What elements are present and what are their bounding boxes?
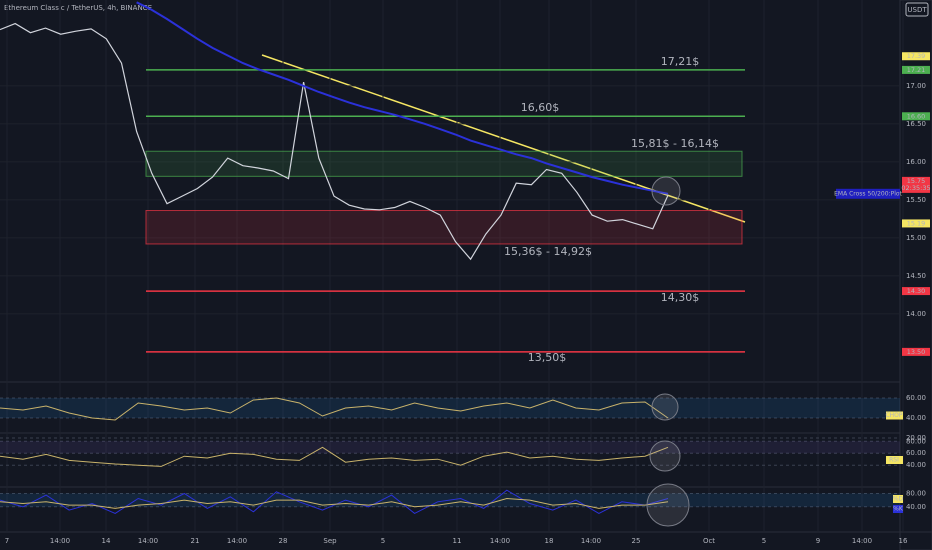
x-tick-label: 14:00	[852, 537, 872, 545]
x-tick-label: 14	[102, 537, 111, 545]
series-line	[0, 497, 669, 509]
x-tick-label: 5	[381, 537, 385, 545]
y-tick-label: 16.50	[906, 120, 926, 128]
y-tick-label: 40.00	[906, 414, 926, 422]
indicator-tag-label: EMA Cross 50/200:Plot	[834, 190, 902, 197]
symbol-title: Ethereum Classic / TetherUS, 4h, BINANCE	[4, 4, 152, 12]
zone	[145, 150, 743, 177]
zone	[145, 210, 743, 245]
indicator-tag	[836, 188, 900, 199]
y-tick-label: 17.00	[906, 82, 926, 90]
pane-tag-label: %D	[893, 496, 904, 503]
x-tick-label: Oct	[703, 537, 715, 545]
highlight-circle	[651, 393, 679, 421]
y-tick-label: 80.00	[906, 437, 926, 445]
x-tick-label: Sep	[323, 537, 337, 545]
pane-tag	[886, 456, 903, 464]
zone-label: 15,81$ - 16,14$	[631, 137, 719, 150]
series-line	[136, 1, 669, 195]
price-tag	[902, 52, 930, 61]
price-tag-label: 15.75	[907, 177, 926, 185]
y-tick-label: 14.50	[906, 272, 926, 280]
pane-tag-label: %K	[893, 506, 904, 513]
highlight-circle	[646, 483, 690, 527]
series-line	[0, 397, 669, 421]
zone-label: 15,36$ - 14,92$	[504, 245, 592, 258]
series-line	[0, 22, 669, 261]
level-label: 17,21$	[661, 55, 700, 68]
price-tag-label: 16.60	[907, 112, 926, 120]
pane-tag	[893, 505, 903, 513]
x-tick-label: 18	[545, 537, 554, 545]
price-tag	[902, 176, 930, 193]
x-tick-label: 14:00	[227, 537, 247, 545]
price-axis	[899, 0, 932, 550]
price-tag-label: 14.30	[907, 287, 926, 295]
y-tick-label: 15.50	[906, 196, 926, 204]
level-label: 14,30$	[661, 291, 700, 304]
level-label: 13,50$	[528, 351, 567, 364]
y-tick-label: 80.00	[906, 489, 926, 497]
y-tick-label: 40.00	[906, 503, 926, 511]
x-tick-label: 14:00	[581, 537, 601, 545]
price-tag	[902, 112, 930, 121]
y-tick-label: 20.00	[906, 434, 926, 442]
x-tick-label: 5	[762, 537, 766, 545]
highlight-circle	[649, 440, 681, 472]
trendline	[261, 54, 746, 223]
price-tag-label: 17.21	[907, 66, 926, 74]
price-tag	[902, 65, 930, 74]
price-tag-label: 17.39	[907, 52, 926, 60]
highlight-circle	[651, 176, 681, 206]
x-tick-label: 14:00	[490, 537, 510, 545]
x-tick-label: 21	[191, 537, 200, 545]
y-tick-label: 60.00	[906, 394, 926, 402]
indicator-band	[0, 441, 900, 454]
price-tag	[902, 287, 930, 296]
indicator-band	[0, 398, 900, 418]
price-tag	[902, 219, 930, 228]
y-tick-label: 60.00	[906, 449, 926, 457]
price-tag-label: 13.50	[907, 348, 926, 356]
pane-tag	[886, 411, 903, 420]
pane-tag	[893, 495, 903, 503]
series-line	[0, 446, 669, 467]
x-tick-label: 9	[816, 537, 820, 545]
currency-box	[905, 2, 929, 17]
x-tick-label: 14:00	[138, 537, 158, 545]
x-tick-label: 28	[279, 537, 288, 545]
y-tick-label: 14.00	[906, 310, 926, 318]
series-line	[0, 489, 669, 514]
x-tick-label: 16	[899, 537, 908, 545]
price-tag-time: 02:35:35	[901, 184, 930, 192]
level-label: 16,60$	[521, 101, 560, 114]
price-tag-label: 15.19	[907, 219, 926, 227]
x-tick-label: 25	[632, 537, 641, 545]
x-tick-label: 14:00	[50, 537, 70, 545]
x-tick-label: 7	[5, 537, 9, 545]
x-tick-label: 11	[453, 537, 462, 545]
pane-tag-label: RSI	[889, 457, 899, 464]
y-tick-label: 15.00	[906, 234, 926, 242]
y-tick-label: 40.00	[906, 461, 926, 469]
pane-tag-label: CHOP	[885, 412, 902, 419]
price-tag	[902, 347, 930, 356]
currency: USDT	[907, 6, 927, 14]
y-tick-label: 16.00	[906, 158, 926, 166]
